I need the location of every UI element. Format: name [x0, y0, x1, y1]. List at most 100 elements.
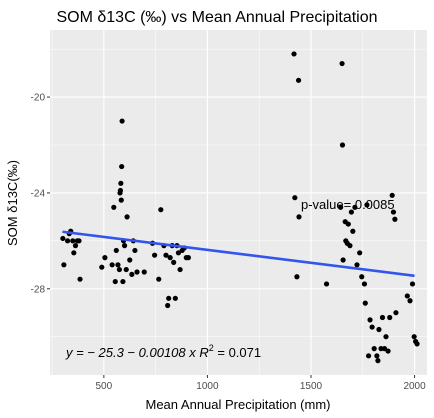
x-tick-label: 1500 [300, 381, 323, 392]
data-point [166, 295, 172, 301]
data-point [379, 314, 386, 321]
data-point [124, 214, 130, 220]
data-point [65, 238, 71, 244]
data-point [340, 257, 346, 263]
data-point [116, 266, 122, 273]
data-point [118, 197, 124, 203]
data-point [350, 228, 356, 234]
data-point [118, 180, 124, 186]
data-points [60, 51, 420, 364]
data-point [177, 266, 183, 273]
data-point [357, 250, 363, 256]
data-point [323, 281, 330, 287]
data-point [117, 187, 124, 194]
data-point [163, 252, 169, 258]
y-tick-label: -24 [31, 188, 46, 199]
data-point [61, 262, 67, 268]
equation-lhs: y = − 25.3 − 0.00108 x [65, 345, 199, 360]
equation-r2-exponent: 2 [209, 343, 214, 353]
data-point [411, 334, 417, 340]
data-point [339, 60, 345, 67]
plot-panel [50, 30, 427, 375]
regression-equation: y = − 25.3 − 0.00108 x R2 = 0.071 [65, 343, 261, 360]
x-tick-label: 1000 [196, 381, 219, 392]
x-axis: 500 1000 1500 2000 [96, 375, 426, 392]
data-point [409, 281, 416, 287]
data-point [376, 326, 382, 333]
data-point [102, 255, 108, 261]
data-point [367, 317, 373, 323]
data-point [141, 269, 147, 275]
data-point [383, 334, 389, 340]
data-point [112, 278, 118, 285]
data-point [354, 262, 360, 268]
equation-r2-value: = 0.071 [214, 345, 261, 360]
major-gridlines [50, 30, 427, 375]
data-point [361, 281, 368, 287]
data-point [185, 255, 191, 261]
data-point [127, 257, 133, 263]
data-point [175, 250, 182, 256]
data-point [390, 209, 397, 215]
data-point [99, 264, 105, 270]
data-point [132, 247, 138, 254]
data-point [72, 243, 79, 249]
minor-gridlines [50, 30, 427, 375]
data-point [156, 276, 162, 282]
data-point [364, 202, 370, 208]
data-point [70, 238, 76, 244]
data-point [134, 269, 140, 275]
data-point [165, 302, 171, 309]
data-point [71, 250, 77, 256]
data-point [385, 348, 391, 354]
data-point [121, 243, 128, 249]
data-point [414, 341, 420, 347]
data-point [292, 195, 298, 201]
data-point [374, 353, 380, 359]
data-point [60, 235, 66, 242]
data-point [348, 209, 354, 215]
data-point [347, 243, 353, 249]
data-point [77, 276, 83, 282]
y-tick-label: -28 [31, 284, 46, 295]
data-point [387, 314, 393, 321]
regression-line [62, 230, 415, 278]
data-point [362, 300, 368, 306]
p-value-annotation: p-value= 0.0085 [301, 197, 395, 212]
data-point [345, 221, 351, 227]
y-axis-title: SOM δ13C(‰) [5, 160, 20, 246]
data-point [123, 266, 129, 273]
equation-r2-letter: R [199, 345, 208, 360]
data-point [296, 214, 302, 220]
y-tick-label: -20 [31, 93, 46, 104]
data-point [109, 262, 115, 268]
data-point [167, 255, 173, 261]
data-point [291, 51, 297, 57]
chart-title: SOM δ13C (‰) vs Mean Annual Precipitatio… [56, 9, 377, 26]
data-point [172, 295, 178, 301]
x-tick-label: 500 [96, 381, 113, 392]
data-point [375, 358, 381, 364]
data-point [152, 252, 158, 258]
data-point [352, 204, 358, 210]
data-point [111, 204, 117, 210]
data-point [365, 353, 372, 359]
data-point [295, 77, 302, 83]
data-point [171, 259, 177, 265]
data-point [294, 274, 300, 280]
x-axis-title: Mean Annual Precipitation (mm) [146, 397, 331, 412]
data-point [158, 207, 164, 213]
data-point [115, 262, 121, 268]
data-point [113, 247, 119, 254]
data-point [119, 118, 125, 124]
data-point [392, 216, 398, 222]
data-point [393, 310, 399, 316]
data-point [404, 293, 410, 299]
data-point [76, 238, 82, 244]
data-point [371, 346, 377, 352]
data-point [359, 274, 365, 280]
data-point [129, 271, 135, 277]
data-point [338, 204, 344, 210]
x-tick-label: 2000 [403, 381, 426, 392]
